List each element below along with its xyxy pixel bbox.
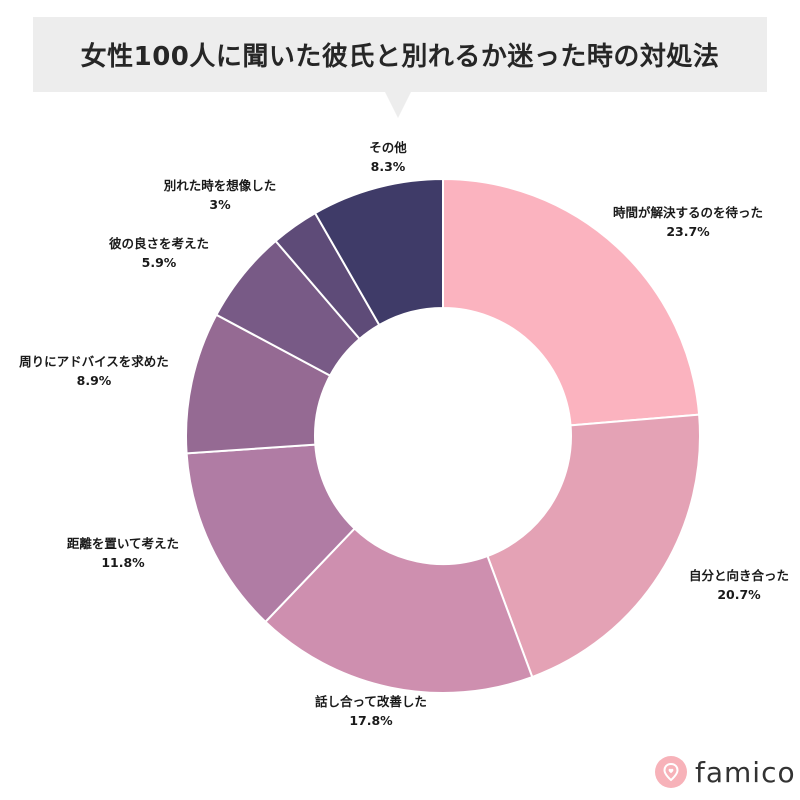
slice-value-1: 23.7% (666, 224, 710, 239)
title-pointer (385, 92, 411, 118)
slice-value-3: 17.8% (349, 713, 393, 728)
slice-label-8: その他 (369, 140, 407, 155)
slices-group (185, 177, 701, 694)
slice-1 (442, 177, 701, 427)
slice-label-4: 距離を置いて考えた (67, 536, 179, 551)
chart-title-box: 女性100人に聞いた彼氏と別れるか迷った時の対処法 (33, 17, 767, 92)
slice-label-7: 別れた時を想像した (163, 178, 277, 193)
slice-label-3: 話し合って改善した (315, 694, 427, 709)
slice-8 (313, 177, 444, 327)
slice-value-4: 11.8% (101, 555, 145, 570)
slice-label-1: 時間が解決するのを待った (613, 205, 763, 220)
slice-3 (264, 527, 534, 694)
brand-logo: famico (655, 752, 796, 792)
slice-value-6: 5.9% (142, 255, 177, 270)
slice-value-2: 20.7% (717, 587, 761, 602)
slice-value-7: 3% (209, 197, 231, 212)
slice-2 (486, 413, 701, 679)
heart-pin-icon (655, 756, 687, 788)
slice-value-5: 8.9% (77, 373, 112, 388)
labels-group: 時間が解決するのを待った 23.7% 自分と向き合った 20.7% 話し合って改善した 1… (19, 140, 789, 728)
chart-title: 女性100人に聞いた彼氏と別れるか迷った時の対処法 (80, 42, 720, 72)
logo-text: famico (695, 755, 796, 789)
slice-label-2: 自分と向き合った (689, 568, 789, 583)
slice-label-5: 周りにアドバイスを求めた (19, 354, 169, 369)
slice-value-8: 8.3% (371, 159, 406, 174)
slice-label-6: 彼の良さを考えた (109, 236, 209, 251)
